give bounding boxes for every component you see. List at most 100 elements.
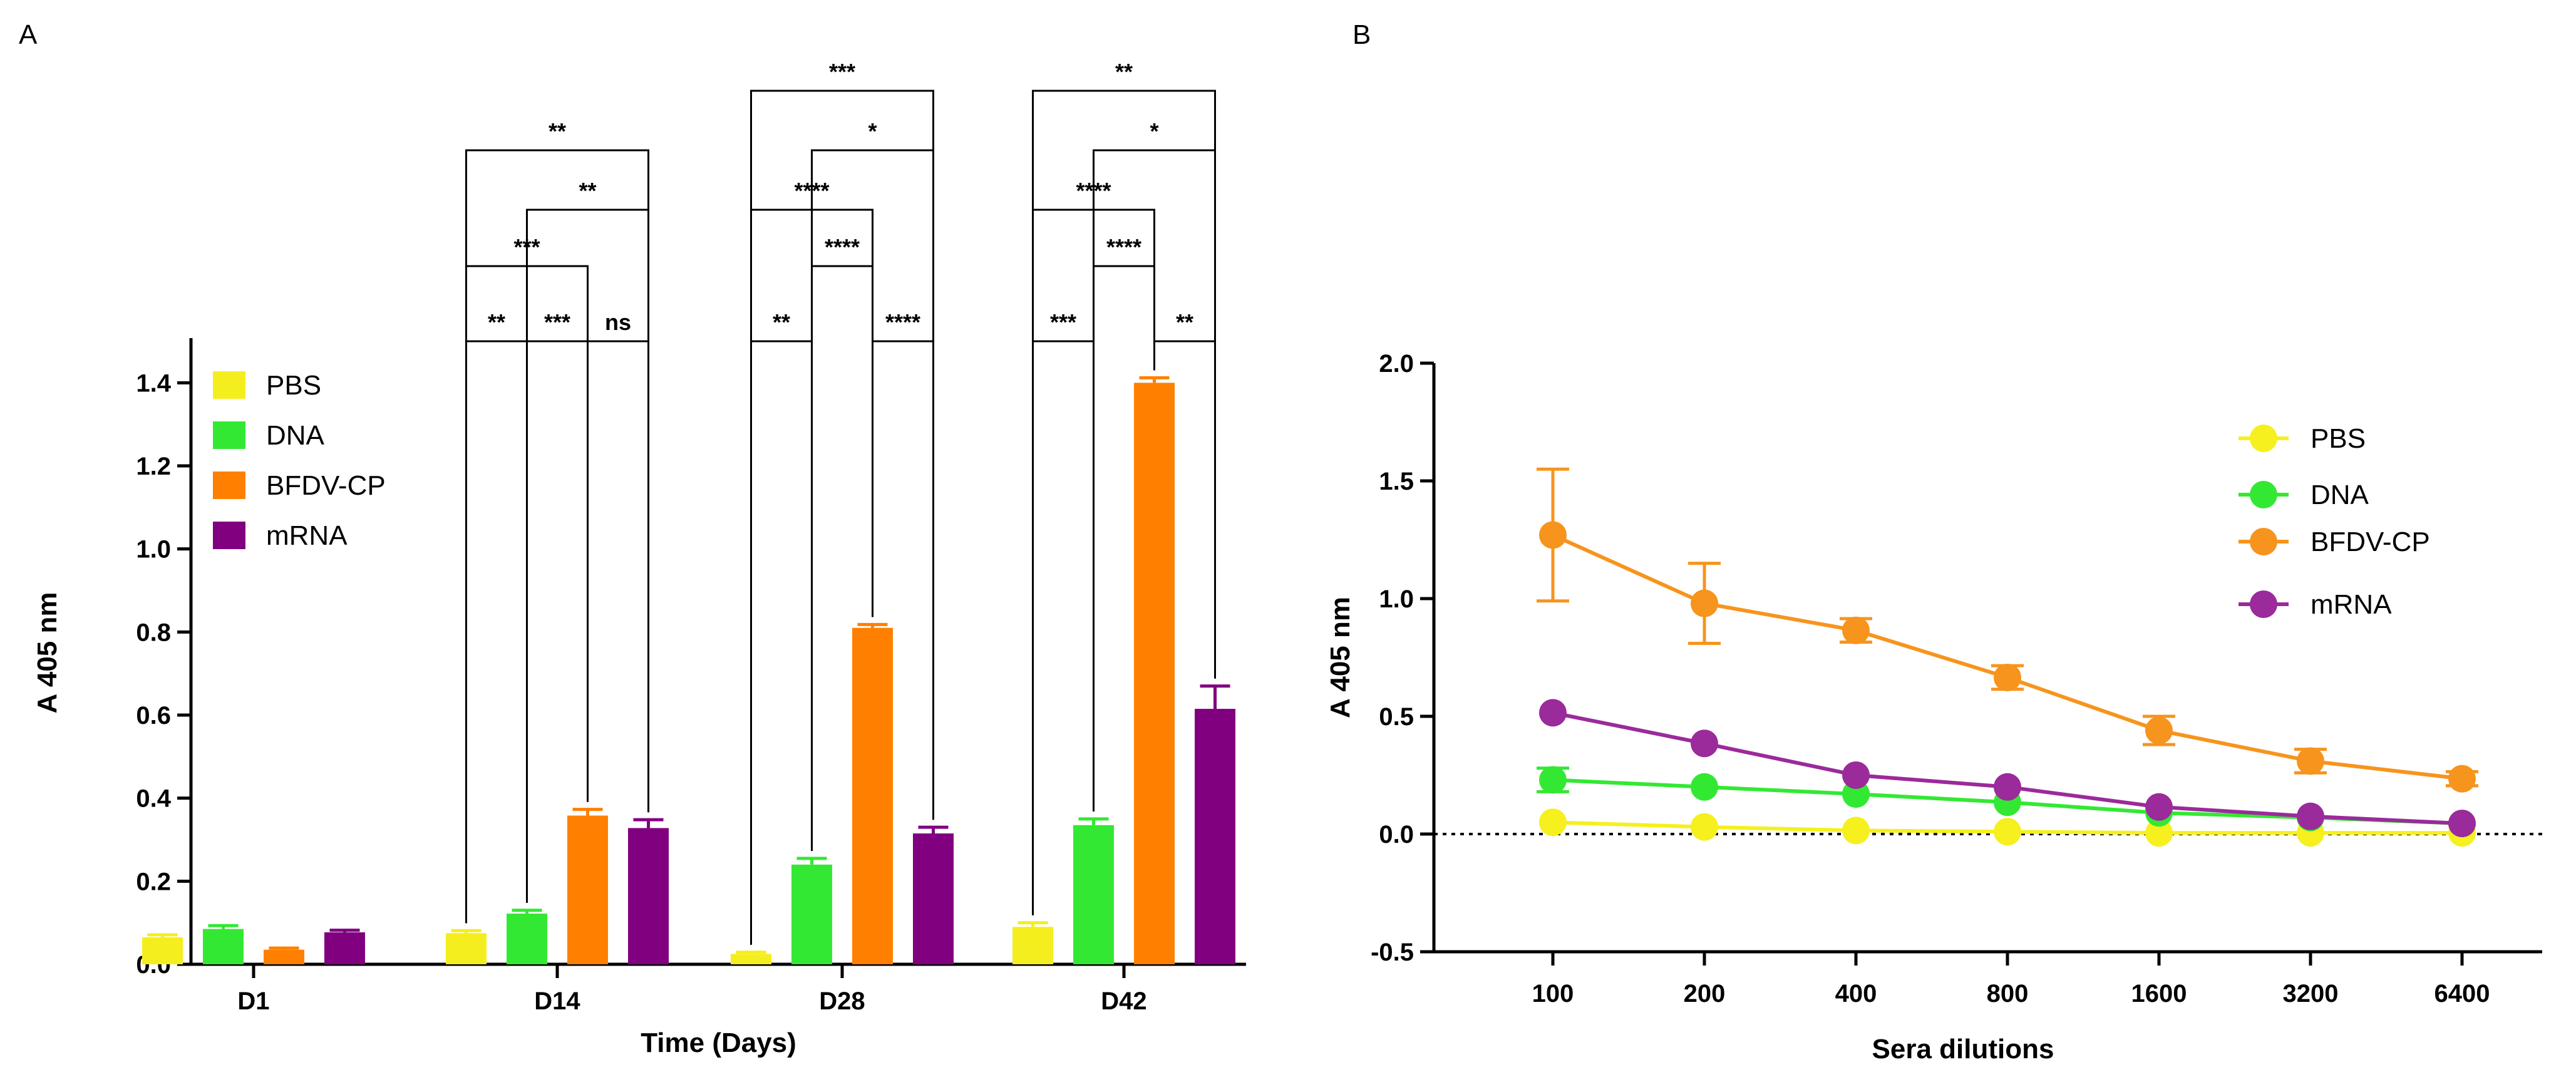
- x-tick-label: 800: [1987, 980, 2029, 1007]
- panel-a-letter: A: [19, 19, 38, 50]
- bar: [203, 929, 244, 964]
- data-point: [1539, 766, 1567, 794]
- y-tick-label: 0.2: [136, 868, 171, 895]
- x-tick-label: 1600: [2131, 980, 2187, 1007]
- x-tick-label: 6400: [2434, 980, 2490, 1007]
- significance-label: *: [868, 118, 877, 144]
- bar: [791, 864, 832, 964]
- y-tick-label: 1.2: [136, 453, 171, 480]
- significance-bracket: [750, 90, 934, 945]
- data-point: [2448, 810, 2476, 838]
- significance-label: ****: [825, 234, 860, 260]
- legend-label: BFDV-CP: [266, 470, 386, 501]
- legend-marker: [2250, 481, 2277, 508]
- legend-label: mRNA: [266, 520, 348, 551]
- significance-bracket: [465, 340, 528, 924]
- y-tick-label: 2.0: [1379, 350, 1414, 378]
- x-tick-label: D42: [1101, 987, 1146, 1015]
- data-point: [2145, 716, 2173, 745]
- x-axis-title: Time (Days): [641, 1028, 796, 1058]
- bar: [1012, 927, 1053, 964]
- data-point: [1842, 761, 1870, 789]
- panel-b-letter: B: [1352, 19, 1371, 50]
- significance-label: *: [1150, 118, 1158, 144]
- data-point: [1842, 780, 1870, 808]
- y-axis-title: A 405 nm: [32, 592, 63, 713]
- x-tick-label: D14: [534, 987, 580, 1015]
- legend-marker: [2250, 590, 2277, 618]
- data-point: [2145, 793, 2173, 821]
- x-axis-title: Sera dilutions: [1872, 1034, 2054, 1064]
- y-tick-label: -0.5: [1371, 939, 1414, 966]
- y-tick-label: 1.5: [1379, 468, 1414, 495]
- bar-chart-panel: 0.00.20.40.60.81.01.21.4D1 D14 D28 D42Time …: [32, 59, 1246, 1058]
- legend-label: PBS: [2311, 423, 2366, 454]
- y-tick-label: 0.8: [136, 619, 171, 646]
- data-point: [1691, 729, 1718, 758]
- data-point: [2145, 819, 2173, 847]
- bar: [852, 627, 893, 964]
- significance-label: **: [1176, 309, 1193, 335]
- significance-bracket: [750, 340, 813, 945]
- x-tick-label: D28: [819, 987, 865, 1015]
- bar: [1134, 383, 1175, 964]
- data-point: [1539, 808, 1567, 837]
- significance-label: ****: [885, 309, 920, 335]
- significance-label: **: [549, 118, 566, 144]
- significance-label: ns: [605, 309, 631, 335]
- significance-label: **: [773, 309, 790, 335]
- x-tick-label: 400: [1835, 980, 1877, 1007]
- legend-swatch: [213, 371, 245, 399]
- significance-label: ***: [544, 309, 570, 335]
- y-tick-label: 1.0: [1379, 585, 1414, 613]
- data-point: [1842, 616, 1870, 644]
- data-point: [1842, 817, 1870, 845]
- legend-label: DNA: [2311, 480, 2369, 510]
- legend-swatch: [213, 471, 245, 499]
- data-point: [1539, 699, 1567, 727]
- data-point: [1691, 589, 1718, 617]
- y-tick-label: 1.4: [136, 369, 171, 397]
- x-tick-label: 3200: [2283, 980, 2339, 1007]
- y-tick-label: 0.4: [136, 785, 171, 813]
- y-tick-label: 0.5: [1379, 703, 1414, 731]
- legend-label: BFDV-CP: [2311, 527, 2430, 557]
- x-tick-label: 200: [1684, 980, 1726, 1007]
- significance-label: **: [579, 178, 596, 204]
- data-point: [1691, 813, 1718, 841]
- significance-label: **: [1115, 59, 1133, 85]
- significance-label: ****: [1106, 234, 1141, 260]
- significance-label: ***: [829, 59, 855, 85]
- legend-swatch: [213, 421, 245, 449]
- bar: [913, 833, 954, 964]
- bar: [264, 949, 304, 964]
- bar: [507, 914, 547, 964]
- bar: [1073, 825, 1114, 964]
- significance-label: **: [488, 309, 505, 335]
- data-point: [1994, 773, 2021, 801]
- significance-label: ***: [1050, 309, 1076, 335]
- y-tick-label: 1.0: [136, 536, 171, 564]
- x-tick-label: 100: [1532, 980, 1574, 1007]
- legend-label: PBS: [266, 370, 321, 401]
- legend-marker: [2250, 528, 2277, 555]
- legend-label: DNA: [266, 420, 325, 451]
- bar: [731, 954, 771, 964]
- y-axis-title: A 405 nm: [1325, 597, 1356, 718]
- line-chart-panel: -0.5 0.0 0.5 1.0 1.5 2.0 100 200 400 800 1600 3200 6…: [1325, 350, 2542, 1064]
- significance-bracket: [587, 340, 649, 813]
- data-point: [1539, 521, 1567, 549]
- y-tick-label: 0.6: [136, 702, 171, 729]
- data-point: [2297, 747, 2324, 775]
- x-tick-label: D1: [237, 987, 269, 1015]
- data-point: [2297, 802, 2324, 830]
- legend-label: mRNA: [2311, 589, 2392, 620]
- data-point: [2448, 765, 2476, 793]
- bar: [628, 828, 669, 964]
- bar: [567, 815, 608, 964]
- legend-marker: [2250, 425, 2277, 452]
- significance-bracket: [465, 149, 649, 924]
- legend-swatch: [213, 522, 245, 549]
- significance-bracket: [1032, 90, 1216, 915]
